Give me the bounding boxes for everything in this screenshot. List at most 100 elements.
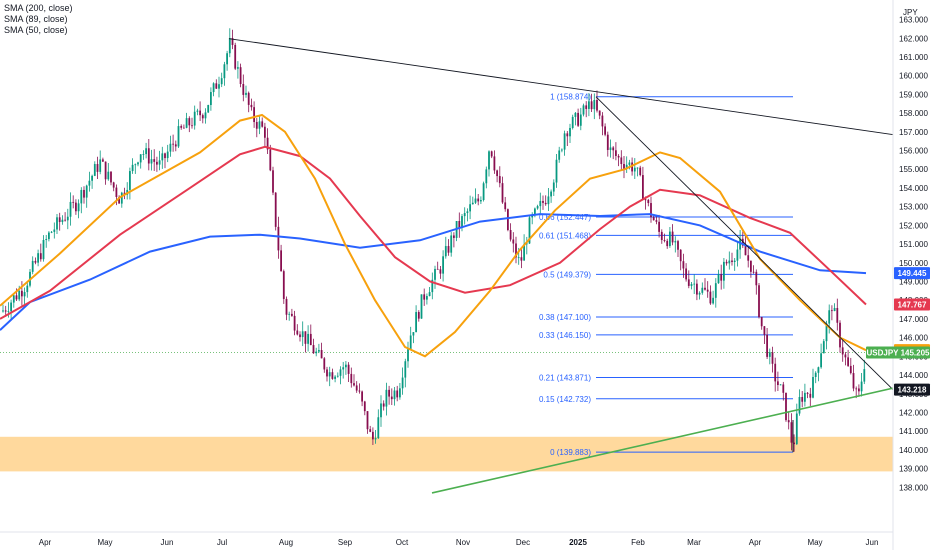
candle-body <box>731 260 733 262</box>
candle-body <box>223 64 226 79</box>
y-tick-label: 149.000 <box>899 277 928 286</box>
candle-body <box>620 157 623 165</box>
legend-sma200[interactable]: SMA (200, close) <box>4 3 73 13</box>
candle-body <box>469 204 471 212</box>
legend-sma50[interactable]: SMA (50, close) <box>4 25 68 35</box>
candle-body <box>736 249 739 261</box>
fib-level-label: 0.33 (146.150) <box>539 331 591 340</box>
candle-body <box>609 147 612 150</box>
candle-body <box>66 216 69 221</box>
candle-body <box>412 332 415 336</box>
candle-body <box>42 239 45 260</box>
candle-body <box>342 367 345 370</box>
candle-body <box>388 389 390 397</box>
candle-body <box>628 162 631 165</box>
x-tick-label: May <box>807 538 822 547</box>
candle-body <box>269 149 272 171</box>
y-tick-label: 146.000 <box>899 334 928 343</box>
y-tick-label: 152.000 <box>899 221 928 230</box>
candle-body <box>755 271 758 286</box>
candle-body <box>652 217 655 221</box>
candle-body <box>725 261 728 264</box>
candle-body <box>485 169 488 184</box>
y-tick-label: 160.000 <box>899 72 928 81</box>
candle-body <box>185 118 188 128</box>
candle-body <box>798 397 801 414</box>
candle-body <box>820 353 822 368</box>
candle-body <box>312 345 315 354</box>
candle-body <box>299 334 301 338</box>
price-badge-trend <box>894 383 930 396</box>
candle-body <box>220 78 223 85</box>
fib-level-label: 0.38 (147.100) <box>539 313 591 322</box>
candle-body <box>520 257 523 261</box>
candle-body <box>315 351 318 354</box>
candle-body <box>296 330 299 335</box>
candle-body <box>415 312 417 333</box>
legend-sma89[interactable]: SMA (89, close) <box>4 14 68 24</box>
candle-body <box>417 312 420 319</box>
candle-body <box>606 134 609 150</box>
candle-body <box>12 295 15 303</box>
candle-body <box>728 260 731 264</box>
candle-body <box>644 199 647 201</box>
candle-body <box>493 156 496 171</box>
candle-body <box>682 261 685 269</box>
candle-body <box>825 323 828 342</box>
candle-body <box>58 217 61 223</box>
candle-body <box>555 159 558 183</box>
candle-body <box>180 126 183 128</box>
candle-body <box>852 373 855 389</box>
x-tick-label: Apr <box>39 538 52 547</box>
candle-body <box>712 297 714 304</box>
candle-body <box>474 198 477 203</box>
candle-body <box>142 154 145 155</box>
candle-body <box>534 208 536 216</box>
candle-body <box>366 411 369 430</box>
candle-body <box>196 110 199 112</box>
candle-body <box>118 196 120 204</box>
candle-body <box>288 313 291 315</box>
candle-body <box>323 358 326 370</box>
candle-body <box>501 183 504 203</box>
candle-body <box>363 401 366 412</box>
fib-level-label: 0.21 (143.871) <box>539 373 591 382</box>
currency-label: JPY <box>903 8 918 17</box>
candle-body <box>431 279 434 293</box>
candle-body <box>685 268 687 280</box>
candle-body <box>442 256 444 274</box>
candle-body <box>88 180 91 186</box>
candle-body <box>720 274 723 281</box>
candle-body <box>582 105 585 115</box>
candle-body <box>558 150 561 160</box>
downtrend-line-major <box>228 38 894 136</box>
candle-body <box>750 260 752 272</box>
candle-body <box>598 110 601 116</box>
price-badge-label: 149.445 <box>898 269 927 278</box>
candle-body <box>37 253 39 263</box>
candle-body <box>385 389 388 407</box>
candle-body <box>193 111 196 126</box>
candle-body <box>863 369 866 382</box>
candle-body <box>822 341 825 354</box>
candle-body <box>85 185 88 198</box>
y-tick-label: 140.000 <box>899 446 928 455</box>
candle-body <box>577 112 579 126</box>
candle-body <box>255 122 258 129</box>
price-badge-sma89 <box>894 298 930 311</box>
candle-body <box>496 170 498 177</box>
candle-body <box>83 189 85 198</box>
candle-body <box>401 377 404 389</box>
candle-body <box>585 105 588 109</box>
sma89-line <box>0 145 867 320</box>
candle-body <box>477 198 480 202</box>
candle-body <box>777 381 779 386</box>
candle-body <box>250 104 253 108</box>
y-tick-label: 161.000 <box>899 53 928 62</box>
candle-body <box>426 296 428 300</box>
candle-body <box>566 133 569 137</box>
candle-body <box>833 308 836 312</box>
y-tick-label: 163.000 <box>899 16 928 25</box>
candle-body <box>53 229 56 232</box>
